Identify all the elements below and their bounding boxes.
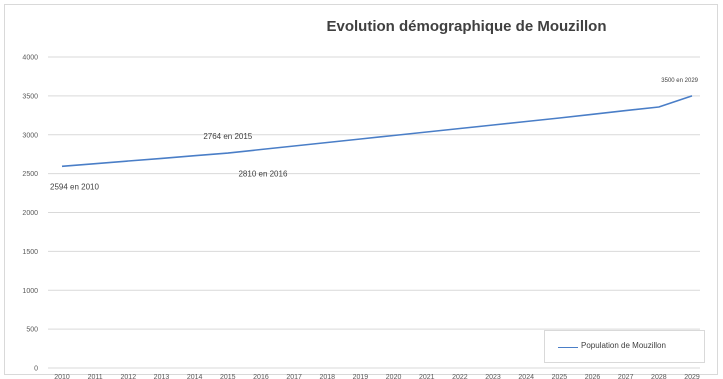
x-tick-label: 2021	[419, 374, 435, 379]
legend-label: Population de Mouzillon	[581, 341, 666, 350]
y-tick-label: 1500	[22, 249, 38, 256]
y-tick-label: 0	[34, 366, 38, 373]
x-tick-label: 2019	[353, 374, 369, 379]
x-tick-label: 2025	[552, 374, 568, 379]
x-tick-label: 2024	[518, 374, 534, 379]
y-tick-label: 2500	[22, 171, 38, 178]
x-tick-label: 2014	[187, 374, 203, 379]
chart-title: Evolution démographique de Mouzillon	[326, 18, 607, 35]
y-tick-label: 3000	[22, 132, 38, 139]
x-tick-label: 2029	[684, 374, 700, 379]
data-label: 2810 en 2016	[238, 170, 287, 179]
x-tick-label: 2012	[121, 374, 137, 379]
y-tick-label: 4000	[22, 55, 38, 62]
x-tick-label: 2016	[253, 374, 269, 379]
x-tick-label: 2023	[485, 374, 501, 379]
x-tick-label: 2022	[452, 374, 468, 379]
x-tick-label: 2018	[319, 374, 335, 379]
legend: Population de Mouzillon	[544, 330, 705, 363]
data-label: 2764 en 2015	[203, 132, 252, 141]
x-tick-label: 2013	[154, 374, 170, 379]
x-tick-label: 2027	[618, 374, 634, 379]
x-tick-label: 2015	[220, 374, 236, 379]
y-tick-label: 2000	[22, 210, 38, 217]
x-tick-label: 2010	[54, 374, 70, 379]
y-tick-label: 3500	[22, 93, 38, 100]
series-line	[61, 95, 693, 168]
data-label: 3500 en 2029	[661, 78, 698, 84]
chart-frame	[4, 4, 718, 375]
data-label: 2594 en 2010	[50, 182, 99, 191]
y-tick-label: 1000	[22, 288, 38, 295]
x-tick-label: 2011	[88, 374, 103, 379]
legend-swatch	[558, 347, 578, 348]
y-tick-label: 500	[26, 327, 38, 334]
x-tick-label: 2028	[651, 374, 667, 379]
x-tick-label: 2020	[386, 374, 402, 379]
x-tick-label: 2026	[585, 374, 601, 379]
x-tick-label: 2017	[286, 374, 302, 379]
